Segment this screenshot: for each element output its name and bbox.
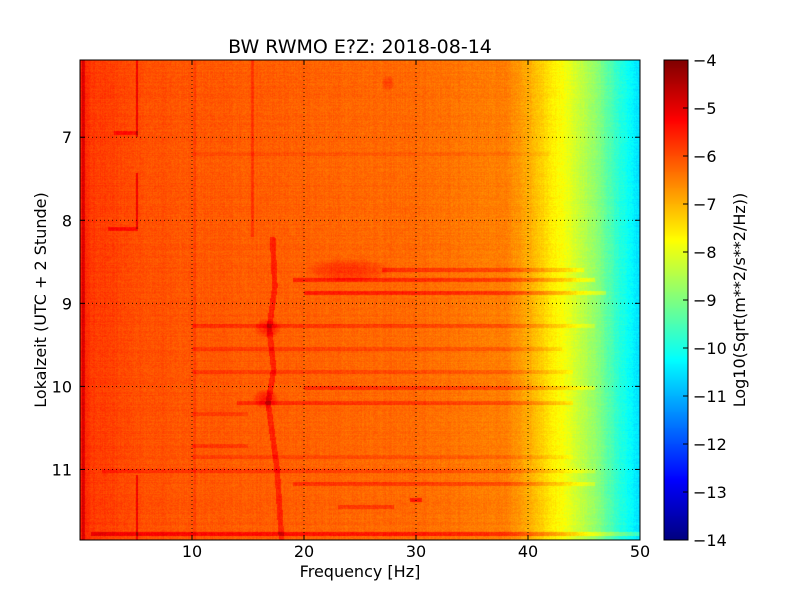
colorbar-tick-label: −8 <box>693 243 717 262</box>
y-tick-label: 9 <box>62 294 72 313</box>
colorbar-tick-label: −7 <box>693 195 717 214</box>
colorbar-tick-label: −11 <box>693 387 727 406</box>
x-tick-label: 20 <box>294 542 314 561</box>
colorbar-label: Log10(Sqrt(m**2/s**2/Hz)) <box>730 193 749 408</box>
x-tick-label: 10 <box>182 542 202 561</box>
colorbar-tick-label: −5 <box>693 99 717 118</box>
x-axis-title: Frequency [Hz] <box>300 562 421 581</box>
spectrogram-heatmap <box>80 60 640 540</box>
x-axis-ticks: 10 20 30 40 50 <box>182 60 650 561</box>
colorbar-tick-label: −13 <box>693 483 727 502</box>
x-tick-label: 40 <box>518 542 538 561</box>
colorbar-tick-label: −9 <box>693 291 717 310</box>
colorbar-tick-label: −12 <box>693 435 727 454</box>
colorbar-tick-label: −10 <box>693 339 727 358</box>
y-tick-label: 8 <box>62 211 72 230</box>
x-tick-label: 50 <box>630 542 650 561</box>
colorbar-tick-label: −6 <box>693 147 717 166</box>
plot-frame <box>79 59 641 541</box>
grid-lines <box>80 60 640 540</box>
colorbar-tick-label: −4 <box>693 51 717 70</box>
chart-title: BW RWMO E?Z: 2018-08-14 <box>228 36 492 58</box>
y-axis-ticks: 7 8 9 10 11 <box>52 128 640 479</box>
x-tick-label: 30 <box>406 542 426 561</box>
y-tick-label: 10 <box>52 377 72 396</box>
colorbar-tick-label: −14 <box>693 531 727 550</box>
y-axis-title: Lokalzeit (UTC + 2 Stunde) <box>31 192 50 407</box>
y-tick-label: 7 <box>62 128 72 147</box>
colorbar-ticks: −4 −5 −6 −7 −8 −9 −10 −11 −12 −13 −14 <box>683 51 727 550</box>
y-tick-label: 11 <box>52 460 72 479</box>
